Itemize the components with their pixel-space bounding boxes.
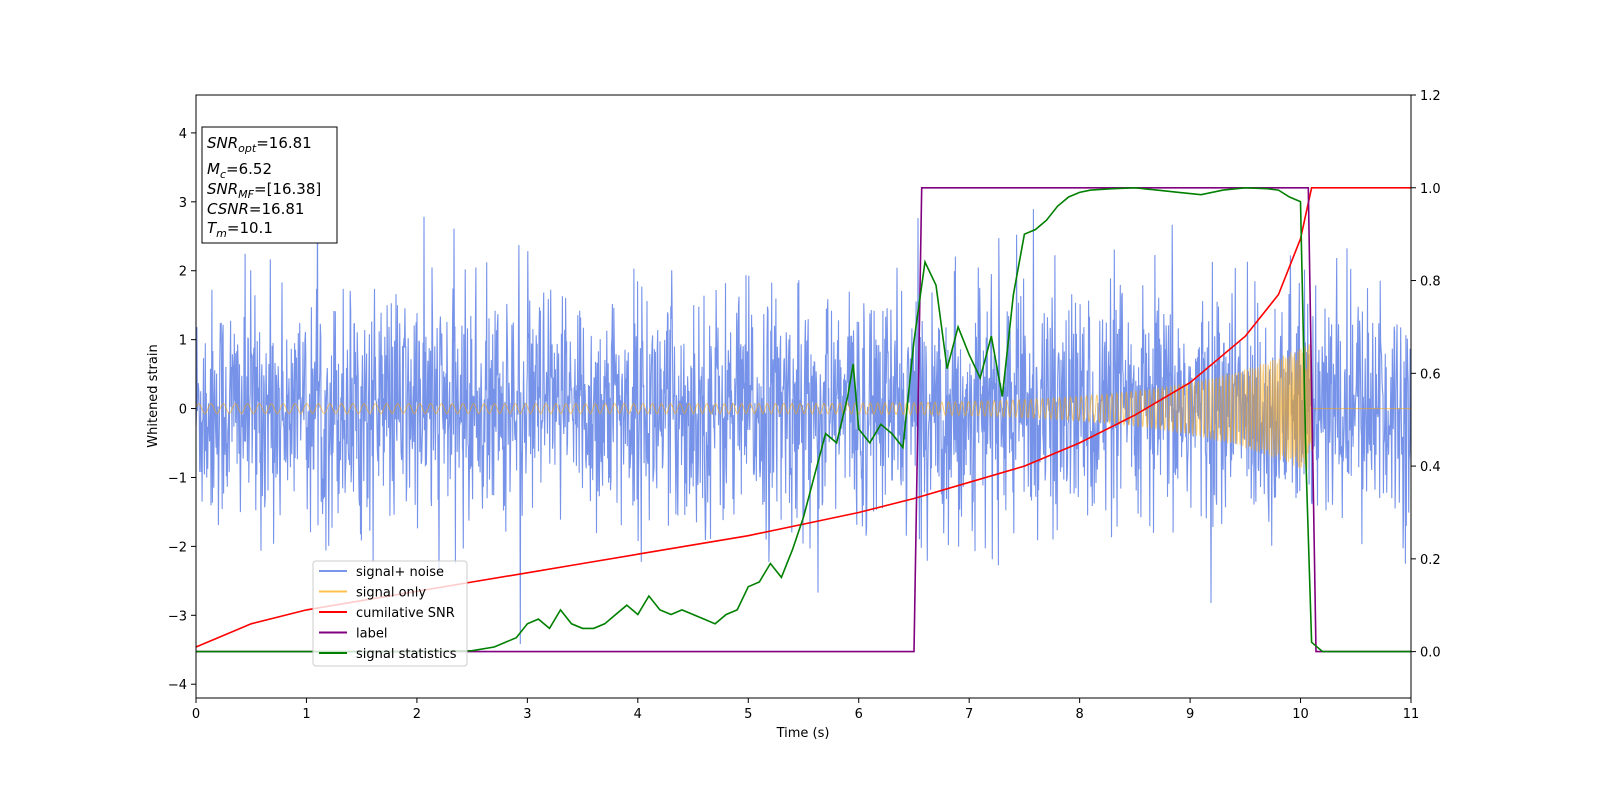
series-signal-noise [196,185,1411,645]
x-tick-label: 5 [744,707,752,722]
y2-tick-label: 0.6 [1420,367,1441,382]
x-tick-label: 6 [855,707,863,722]
legend-item: signal only [319,586,426,601]
y2-tick-label: 0.0 [1420,646,1441,661]
info-csnr: CSNR=16.81 [207,200,304,218]
y-tick-label: 3 [179,196,187,211]
y-tick-label: 1 [179,334,187,349]
y2-tick-label: 1.2 [1420,89,1441,104]
y2-tick-label: 0.4 [1420,460,1441,475]
y-tick-label: −2 [168,540,187,555]
legend-item: signal statistics [319,647,457,662]
x-axis-label: Time (s) [776,726,830,741]
plot-frame [195,94,1412,699]
info-box-frame [201,126,338,244]
series-signal-only [196,343,1411,470]
series-signal-statistics [196,186,1411,653]
legend: signal+ noise signal only cumilative SNR la… [312,560,468,667]
y-tick-label: 2 [179,265,187,280]
x-tick-label: 2 [413,707,421,722]
y-axis-label: Whitened strain [146,344,161,447]
y-tick-label: −4 [168,678,187,693]
x-tick-label: 1 [302,707,310,722]
legend-item: signal+ noise [319,565,444,580]
legend-item: label [319,627,387,642]
x-tick-label: 8 [1075,707,1083,722]
legend-label: label [356,627,387,642]
legend-frame [312,560,468,667]
x-tick-label: 3 [523,707,531,722]
x-tick-label: 11 [1403,707,1420,722]
x-tick-label: 0 [192,707,200,722]
legend-item: cumilative SNR [319,606,455,621]
info-box: SNRopt=16.81 Mc=6.52 SNRMF=[16.38] CSNR=… [201,126,338,244]
legend-label: signal+ noise [356,565,444,580]
x-tick-label: 7 [965,707,973,722]
axes: 0 1 2 3 4 5 6 7 8 9 10 11 −4 −3 −2 −1 0 1 2 3 4 0.0 0.2 0.4 0.6 0… [168,89,1441,722]
legend-label: cumilative SNR [356,606,455,621]
y2-tick-label: 1.0 [1420,182,1441,197]
y-tick-label: −1 [168,471,187,486]
x-tick-label: 4 [634,707,642,722]
legend-label: signal statistics [356,647,457,662]
x-tick-label: 9 [1186,707,1194,722]
legend-label: signal only [356,586,426,601]
info-mc: Mc=6.52 [207,160,272,181]
y-tick-label: 0 [179,403,187,418]
y2-tick-label: 0.8 [1420,275,1441,290]
info-snr-opt: SNRopt=16.81 [207,134,312,155]
y-tick-label: 4 [179,127,187,142]
info-tm: Tm=10.1 [207,219,273,240]
y-tick-label: −3 [168,609,187,624]
x-tick-label: 10 [1292,707,1309,722]
y2-tick-label: 0.2 [1420,553,1441,568]
info-snr-mf: SNRMF=[16.38] [207,180,321,201]
